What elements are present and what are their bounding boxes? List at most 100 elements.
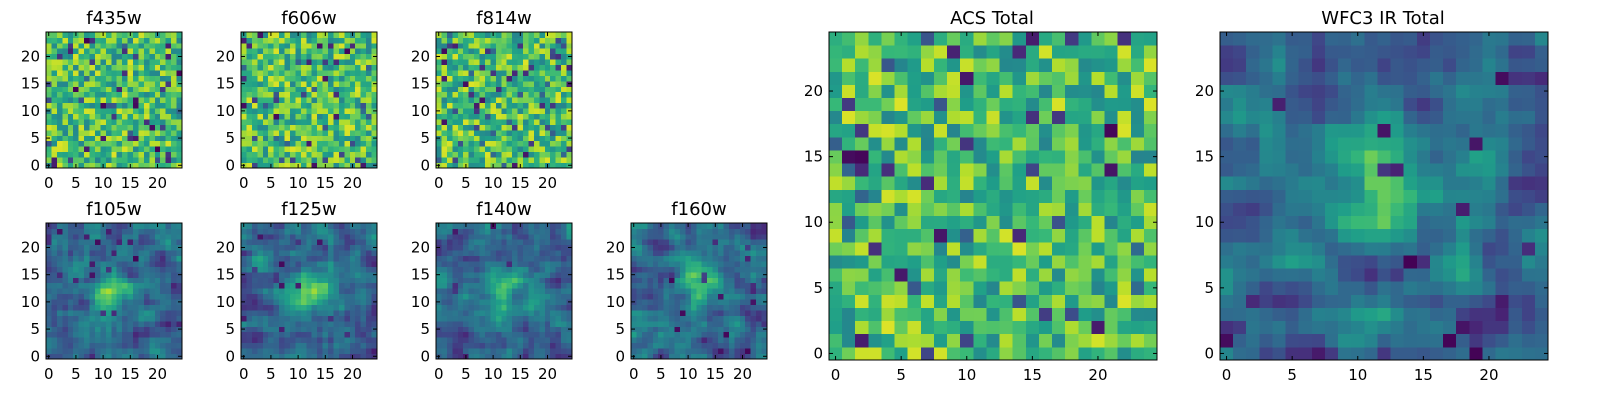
heatmap-cell [528, 97, 535, 104]
heatmap-cell [105, 91, 112, 98]
heatmap-cell [284, 288, 291, 295]
heatmap-cell [679, 261, 686, 267]
heatmap-cell [67, 326, 74, 333]
heatmap-cell [920, 268, 935, 282]
heatmap-cell [366, 282, 372, 289]
heatmap-cell [279, 233, 285, 240]
heatmap-cell [484, 293, 491, 300]
heatmap-cell [360, 228, 367, 235]
heatmap-cell [550, 64, 557, 71]
heatmap-cell [690, 310, 697, 316]
heatmap-cell [484, 113, 491, 120]
heatmap-cell [268, 140, 275, 147]
heatmap-cell [506, 261, 513, 267]
heatmap-cell [474, 80, 480, 87]
heatmap-cell [663, 353, 670, 360]
heatmap-cell [251, 228, 258, 235]
heatmap-cell [986, 189, 1000, 203]
heatmap-cell [973, 189, 987, 203]
heatmap-cell [73, 326, 80, 333]
heatmap-cell [257, 244, 264, 251]
heatmap-cell [268, 64, 275, 71]
heatmap-cell [561, 266, 567, 273]
heatmap-cell [544, 157, 551, 163]
heatmap-cell [122, 151, 128, 158]
heatmap-cell [468, 353, 475, 360]
heatmap-cell [701, 299, 708, 305]
heatmap-cell [133, 129, 139, 136]
heatmap-cell [868, 163, 882, 177]
heatmap-cell [463, 250, 470, 257]
heatmap-cell [479, 315, 486, 322]
heatmap-cell [143, 97, 150, 104]
heatmap-cell [268, 59, 275, 66]
heatmap-cell [355, 342, 362, 349]
heatmap-cell [674, 266, 681, 273]
heatmap-cell [154, 337, 161, 344]
heatmap-cell [311, 70, 318, 76]
heatmap-cell [73, 135, 80, 142]
heatmap-cell [100, 239, 107, 246]
heatmap-cell [1078, 228, 1092, 243]
heatmap-cell [550, 97, 557, 104]
heatmap-cell [734, 304, 741, 311]
heatmap-cell [105, 315, 112, 322]
heatmap-cell [67, 293, 74, 300]
heatmap-cell [289, 53, 296, 60]
heatmap-cell [273, 135, 280, 142]
heatmap-cell [756, 315, 762, 322]
heatmap-cell [947, 202, 961, 217]
heatmap-cell [457, 37, 464, 44]
heatmap-cell [566, 91, 573, 98]
heatmap-cell [750, 288, 757, 295]
heatmap-cell [474, 113, 480, 120]
heatmap-cell [176, 255, 183, 262]
heatmap-cell [484, 80, 491, 87]
heatmap-cell [111, 299, 118, 305]
heatmap-cell [947, 255, 961, 269]
heatmap-cell [67, 108, 74, 114]
heatmap-cell [268, 91, 275, 98]
heatmap-cell [550, 80, 557, 87]
heatmap-cell [566, 70, 573, 76]
heatmap-cell [360, 310, 367, 316]
heatmap-cell [160, 304, 167, 311]
heatmap-cell [555, 228, 562, 235]
heatmap-cell [484, 266, 491, 273]
heatmap-cell [279, 315, 285, 322]
heatmap-cell [894, 268, 909, 282]
heatmap-cell [756, 342, 762, 349]
x-tick-label: 15 [316, 174, 335, 192]
heatmap-cell [484, 304, 491, 311]
heatmap-cell [501, 151, 508, 158]
heatmap-cell [561, 37, 567, 44]
heatmap-cell [523, 70, 529, 76]
heatmap-cell [907, 202, 922, 217]
heatmap-cell [344, 244, 351, 251]
heatmap-cell [241, 64, 247, 71]
heatmap-cell [506, 151, 513, 158]
heatmap-cell [100, 53, 107, 60]
heatmap-cell [349, 37, 356, 44]
heatmap-cell [51, 244, 58, 251]
heatmap-cell [366, 108, 372, 114]
heatmap-cell [127, 157, 134, 163]
y-tick-label: 20 [21, 238, 40, 256]
heatmap-cell [165, 326, 172, 333]
heatmap-cell [360, 261, 367, 267]
heatmap-cell [561, 337, 567, 344]
heatmap-cell [78, 337, 85, 344]
heatmap-cell [273, 331, 280, 338]
heatmap-cell [138, 233, 145, 240]
heatmap-cell [842, 268, 856, 282]
heatmap-cell [289, 255, 296, 262]
heatmap-cell [829, 320, 843, 335]
heatmap-cell [1117, 176, 1132, 190]
heatmap-cell [881, 163, 895, 177]
heatmap-cell [111, 326, 118, 333]
heatmap-cell [999, 268, 1014, 282]
heatmap-cell [94, 304, 101, 311]
heatmap-cell [441, 282, 448, 289]
heatmap-cell [523, 233, 529, 240]
heatmap-cell [122, 304, 128, 311]
